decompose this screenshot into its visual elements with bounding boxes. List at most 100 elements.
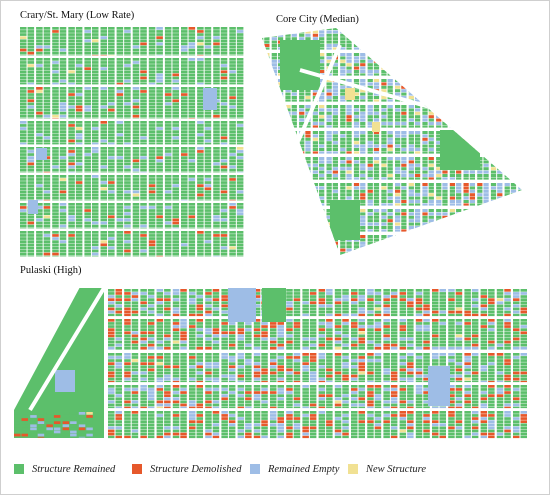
parcel (277, 193, 284, 197)
parcel (353, 63, 360, 67)
parcel (387, 66, 393, 70)
parcel (43, 96, 51, 99)
parcel (285, 118, 291, 122)
parcel (305, 33, 311, 37)
parcel (229, 54, 236, 56)
parcel (422, 66, 428, 70)
parcel (27, 153, 35, 156)
parcel (525, 105, 530, 108)
parcel (332, 33, 338, 37)
parcel (100, 221, 108, 225)
parcel (124, 54, 131, 56)
parcel (497, 170, 503, 174)
parcel (147, 307, 155, 311)
parcel (387, 59, 393, 63)
parcel (319, 96, 325, 99)
parcel (84, 196, 91, 200)
parcel (367, 183, 373, 186)
parcel (264, 59, 270, 63)
parcel (497, 196, 503, 200)
parcel (220, 108, 228, 112)
parcel (212, 295, 220, 298)
parcel (124, 58, 131, 61)
parcel (414, 82, 421, 86)
parcel (20, 231, 27, 234)
parcel (271, 222, 277, 226)
parcel (463, 56, 469, 60)
parcel (108, 42, 115, 46)
parcel (43, 162, 51, 166)
parcel (428, 63, 434, 67)
parcel (75, 206, 83, 209)
parcel (100, 42, 108, 46)
parcel (497, 105, 503, 108)
parcel (469, 137, 475, 141)
parcel (43, 199, 51, 201)
parcel (455, 289, 463, 292)
parcel (436, 85, 442, 89)
parcel (68, 130, 75, 133)
parcel (172, 289, 180, 292)
parcel (381, 163, 387, 167)
parcel (20, 243, 27, 247)
parcel (204, 168, 212, 172)
parcel (258, 255, 263, 257)
parcel (197, 175, 204, 178)
parcel (449, 82, 456, 86)
parcel (312, 115, 319, 119)
parcel (262, 105, 264, 108)
parcel (449, 203, 456, 206)
parcel (220, 36, 228, 39)
parcel (147, 304, 155, 308)
parcel (360, 238, 366, 242)
parcel (333, 255, 338, 257)
parcel (497, 66, 503, 70)
parcel (213, 114, 220, 118)
parcel (116, 139, 124, 143)
parcel (408, 167, 414, 171)
parcel (360, 148, 366, 151)
parcel (312, 118, 319, 122)
parcel (75, 224, 83, 228)
parcel (100, 30, 108, 33)
parcel (197, 227, 204, 229)
parcel (197, 105, 204, 109)
parcel (108, 58, 115, 61)
parcel (525, 249, 530, 252)
parcel (100, 136, 108, 140)
parcel (436, 125, 442, 128)
parcel (172, 67, 179, 70)
parcel (20, 234, 27, 237)
parcel (116, 102, 124, 106)
parcel (422, 229, 428, 232)
parcel (100, 54, 108, 56)
parcel (52, 61, 59, 64)
parcel (319, 144, 325, 148)
parcel (373, 70, 380, 73)
parcel (497, 111, 503, 115)
parcel (510, 40, 517, 44)
parcel (84, 203, 91, 206)
parcel (140, 73, 147, 77)
parcel (264, 79, 270, 82)
parcel (510, 92, 517, 96)
parcel (131, 304, 139, 308)
parcel (395, 151, 401, 154)
parcel (490, 73, 497, 76)
parcel (264, 73, 270, 76)
parcel (353, 151, 360, 154)
parcel (477, 144, 483, 148)
parcel (59, 67, 67, 70)
parcel (164, 243, 172, 247)
parcel (428, 148, 434, 151)
parcel (319, 151, 325, 154)
parcel (408, 115, 414, 119)
parcel (422, 174, 428, 177)
parcel (212, 304, 220, 308)
parcel (291, 226, 297, 229)
parcel (197, 48, 204, 52)
parcel (172, 171, 179, 173)
parcel (262, 63, 264, 67)
parcel (180, 295, 187, 298)
parcel (100, 212, 108, 215)
